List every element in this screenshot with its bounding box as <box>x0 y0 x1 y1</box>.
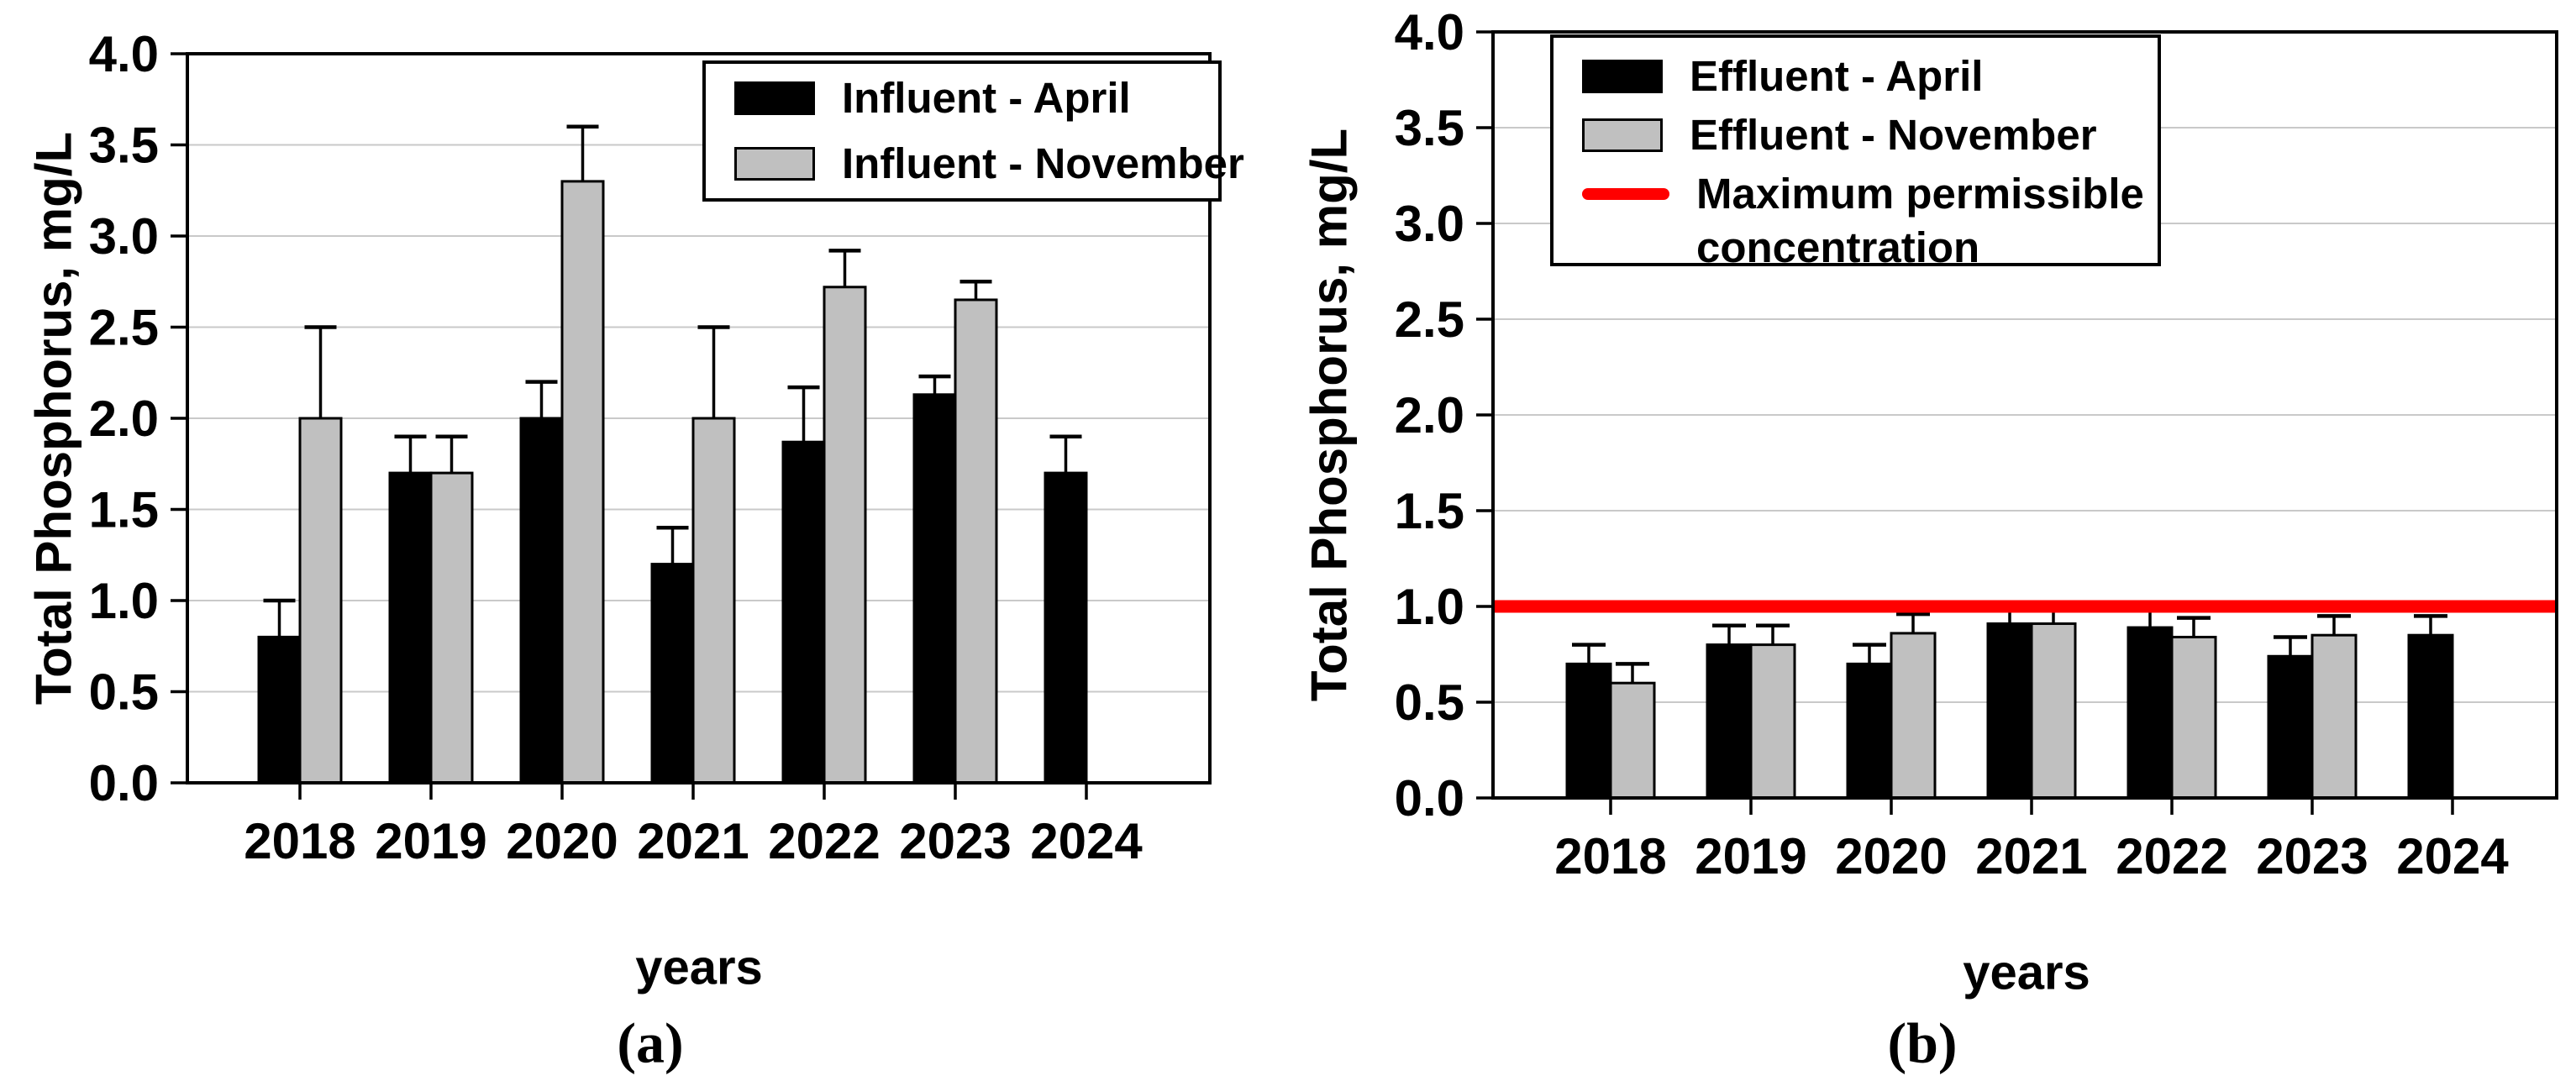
bar-effluent-november-2020 <box>1890 632 1937 800</box>
y-tick-label: 2.5 <box>1395 291 1464 348</box>
x-tick-label-2021: 2021 <box>1975 828 2087 884</box>
bar-effluent-november-2018 <box>1609 681 1656 800</box>
y-tick-label: 1.0 <box>1395 579 1464 635</box>
influent-november-swatch <box>734 147 815 181</box>
bar-influent-april-2019 <box>388 471 433 785</box>
bar-influent-november-2023 <box>954 298 998 785</box>
legend-item-influent-november: Influent - November <box>734 137 1244 191</box>
bar-influent-november-2020 <box>560 180 605 785</box>
y-tick-label: 2.0 <box>1395 387 1464 443</box>
influent-april-swatch <box>734 81 815 115</box>
y-tick-label: 4.0 <box>89 26 159 82</box>
chart-a-y-axis-title: Total Phosphorus, mg/L <box>25 131 82 706</box>
effluent-april-swatch <box>1582 60 1663 93</box>
influent-november-label: Influent - November <box>842 139 1244 187</box>
bar-effluent-april-2018 <box>1565 662 1612 800</box>
y-tick-label: 3.5 <box>89 118 159 174</box>
x-tick-label-2021: 2021 <box>637 813 749 869</box>
chart-a-legend: Influent - April Influent - November <box>702 60 1244 202</box>
max-permissible-label: Maximum permissible concentration <box>1696 170 2144 271</box>
chart-b-y-axis-title: Total Phosphorus, mg/L <box>1301 128 1358 702</box>
y-tick-label: 0.0 <box>89 755 159 811</box>
bar-influent-november-2021 <box>691 417 736 785</box>
y-tick-label: 3.0 <box>89 208 159 265</box>
bar-effluent-april-2023 <box>2267 654 2314 800</box>
y-tick-label: 1.5 <box>1395 483 1464 539</box>
y-tick-label: 3.0 <box>1395 196 1464 252</box>
y-tick-label: 1.5 <box>89 482 159 538</box>
panel-a-caption: (a) <box>617 1010 684 1075</box>
bar-influent-april-2023 <box>912 393 957 785</box>
y-tick-label: 4.0 <box>1395 4 1464 60</box>
chart-a-x-axis-title: years <box>635 940 763 995</box>
legend-item-influent-april: Influent - April <box>734 71 1218 125</box>
legend-item-effluent-april: Effluent - April <box>1582 50 2158 103</box>
y-tick-label: 2.5 <box>89 300 159 356</box>
bar-influent-november-2019 <box>429 471 474 785</box>
x-tick-label-2023: 2023 <box>899 813 1011 869</box>
max-permissible-line-swatch <box>1582 188 1669 200</box>
y-tick-label: 0.0 <box>1395 770 1464 826</box>
chart-b-x-axis-title: years <box>1963 945 2090 1000</box>
bar-effluent-april-2020 <box>1846 662 1893 800</box>
bar-influent-april-2021 <box>650 563 695 785</box>
bar-effluent-april-2021 <box>1986 622 2033 800</box>
legend-item-effluent-november: Effluent - November <box>1582 108 2158 162</box>
chart-b-legend: Effluent - April Effluent - November Max… <box>1550 34 2161 271</box>
bar-influent-april-2022 <box>781 440 826 785</box>
bar-effluent-november-2019 <box>1749 643 1796 800</box>
influent-april-label: Influent - April <box>842 74 1131 122</box>
x-tick-label-2024: 2024 <box>2396 828 2509 884</box>
bar-effluent-november-2022 <box>2170 635 2217 800</box>
y-tick-label: 0.5 <box>89 664 159 721</box>
bar-influent-november-2018 <box>298 417 343 785</box>
y-tick-label: 3.5 <box>1395 100 1464 156</box>
x-tick-label-2024: 2024 <box>1030 813 1143 869</box>
y-tick-label: 0.5 <box>1395 674 1464 731</box>
bar-influent-april-2024 <box>1044 471 1088 785</box>
bar-effluent-april-2022 <box>2127 626 2174 800</box>
bar-influent-april-2020 <box>519 417 564 785</box>
x-tick-label-2018: 2018 <box>1554 828 1666 884</box>
effluent-april-label: Effluent - April <box>1690 52 1984 100</box>
x-tick-label-2022: 2022 <box>2116 828 2227 884</box>
x-tick-label-2022: 2022 <box>768 813 880 869</box>
bar-influent-april-2018 <box>257 635 302 785</box>
effluent-november-swatch <box>1582 118 1663 152</box>
bar-effluent-november-2023 <box>2311 633 2358 800</box>
bar-effluent-april-2019 <box>1706 643 1753 800</box>
y-tick-label: 2.0 <box>89 391 159 447</box>
panel-b-caption: (b) <box>1887 1010 1958 1075</box>
effluent-november-label: Effluent - November <box>1690 111 2097 159</box>
x-tick-label-2019: 2019 <box>1695 828 1806 884</box>
x-tick-label-2019: 2019 <box>375 813 486 869</box>
bar-effluent-april-2024 <box>2407 633 2454 800</box>
bar-effluent-november-2021 <box>2030 622 2077 800</box>
x-tick-label-2023: 2023 <box>2256 828 2368 884</box>
legend-item-max-permissible: Maximum permissible concentration <box>1582 167 2158 275</box>
y-tick-label: 1.0 <box>89 573 159 629</box>
x-tick-label-2020: 2020 <box>506 813 618 869</box>
bar-influent-november-2022 <box>823 286 867 785</box>
x-tick-label-2018: 2018 <box>244 813 355 869</box>
x-tick-label-2020: 2020 <box>1835 828 1947 884</box>
